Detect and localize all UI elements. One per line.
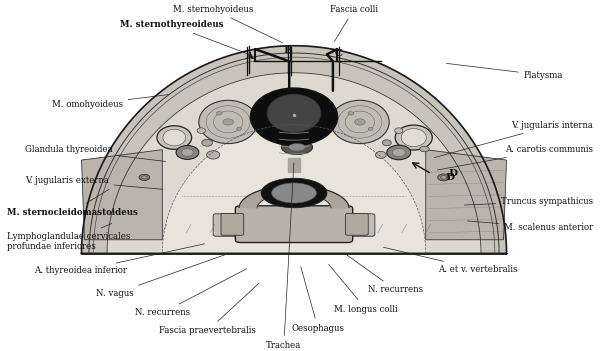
Ellipse shape [272, 183, 316, 203]
Ellipse shape [206, 151, 220, 159]
Polygon shape [239, 186, 349, 208]
Text: Fascia praevertebralis: Fascia praevertebralis [160, 283, 259, 335]
Text: A. thyreoidea inferior: A. thyreoidea inferior [34, 244, 205, 276]
Polygon shape [82, 150, 163, 240]
Ellipse shape [176, 146, 199, 159]
Text: Truncus sympathicus: Truncus sympathicus [464, 197, 593, 206]
Ellipse shape [387, 145, 411, 160]
Ellipse shape [331, 100, 389, 144]
Ellipse shape [437, 174, 449, 181]
Text: Fascia colli: Fascia colli [330, 5, 378, 42]
Ellipse shape [376, 151, 386, 158]
Text: N. vagus: N. vagus [97, 254, 226, 298]
Ellipse shape [281, 140, 313, 154]
Ellipse shape [395, 125, 432, 150]
Ellipse shape [163, 129, 185, 146]
Polygon shape [107, 73, 481, 254]
Ellipse shape [261, 178, 327, 208]
Text: D: D [448, 170, 457, 178]
Text: Platysma: Platysma [446, 64, 563, 80]
Text: Lymphoglandulae cervicales
profundae inferiores: Lymphoglandulae cervicales profundae inf… [7, 224, 130, 251]
Text: B: B [284, 46, 292, 55]
Ellipse shape [157, 126, 191, 149]
Text: V. jugularis interna: V. jugularis interna [434, 121, 593, 158]
Text: M. longus colli: M. longus colli [329, 264, 398, 313]
Text: N. recurrens: N. recurrens [136, 269, 247, 317]
Text: Oesophagus: Oesophagus [292, 267, 344, 333]
Text: D: D [445, 173, 454, 182]
Ellipse shape [202, 139, 212, 146]
Ellipse shape [251, 88, 337, 145]
FancyBboxPatch shape [221, 213, 244, 235]
Ellipse shape [197, 128, 205, 133]
Ellipse shape [142, 176, 147, 179]
Ellipse shape [181, 148, 193, 156]
Text: V. jugularis externa: V. jugularis externa [25, 176, 163, 189]
FancyBboxPatch shape [213, 214, 375, 236]
Ellipse shape [289, 144, 305, 151]
FancyBboxPatch shape [235, 206, 353, 243]
Text: M. sternothyreoideus: M. sternothyreoideus [119, 20, 247, 53]
Ellipse shape [392, 148, 406, 157]
Ellipse shape [395, 128, 403, 133]
Text: M. scalenus anterior: M. scalenus anterior [467, 221, 593, 232]
Ellipse shape [440, 176, 446, 179]
Ellipse shape [223, 119, 233, 125]
Text: M. sternohyoideus: M. sternohyoideus [173, 5, 283, 43]
Text: A. et v. vertebralis: A. et v. vertebralis [383, 247, 517, 274]
Ellipse shape [401, 128, 427, 147]
Polygon shape [426, 150, 506, 240]
Text: A: A [245, 52, 253, 61]
Text: Trachea: Trachea [266, 163, 301, 350]
Ellipse shape [216, 112, 222, 115]
Text: C: C [335, 49, 343, 58]
Polygon shape [82, 46, 506, 254]
Text: A. carotis communis: A. carotis communis [437, 145, 593, 170]
Ellipse shape [382, 140, 391, 146]
Ellipse shape [139, 174, 150, 180]
Ellipse shape [236, 127, 241, 130]
Text: N. recurrens: N. recurrens [347, 255, 424, 294]
Ellipse shape [420, 146, 430, 152]
Text: M. omohyoideus: M. omohyoideus [52, 94, 169, 109]
Ellipse shape [368, 127, 373, 130]
FancyBboxPatch shape [346, 213, 368, 235]
Ellipse shape [199, 100, 257, 144]
Text: M. sternocleidomastoideus: M. sternocleidomastoideus [7, 189, 137, 217]
Polygon shape [162, 125, 426, 254]
Ellipse shape [355, 119, 365, 125]
Text: Glandula thyreoidea: Glandula thyreoidea [25, 145, 166, 161]
Ellipse shape [267, 94, 321, 132]
Ellipse shape [348, 112, 354, 115]
